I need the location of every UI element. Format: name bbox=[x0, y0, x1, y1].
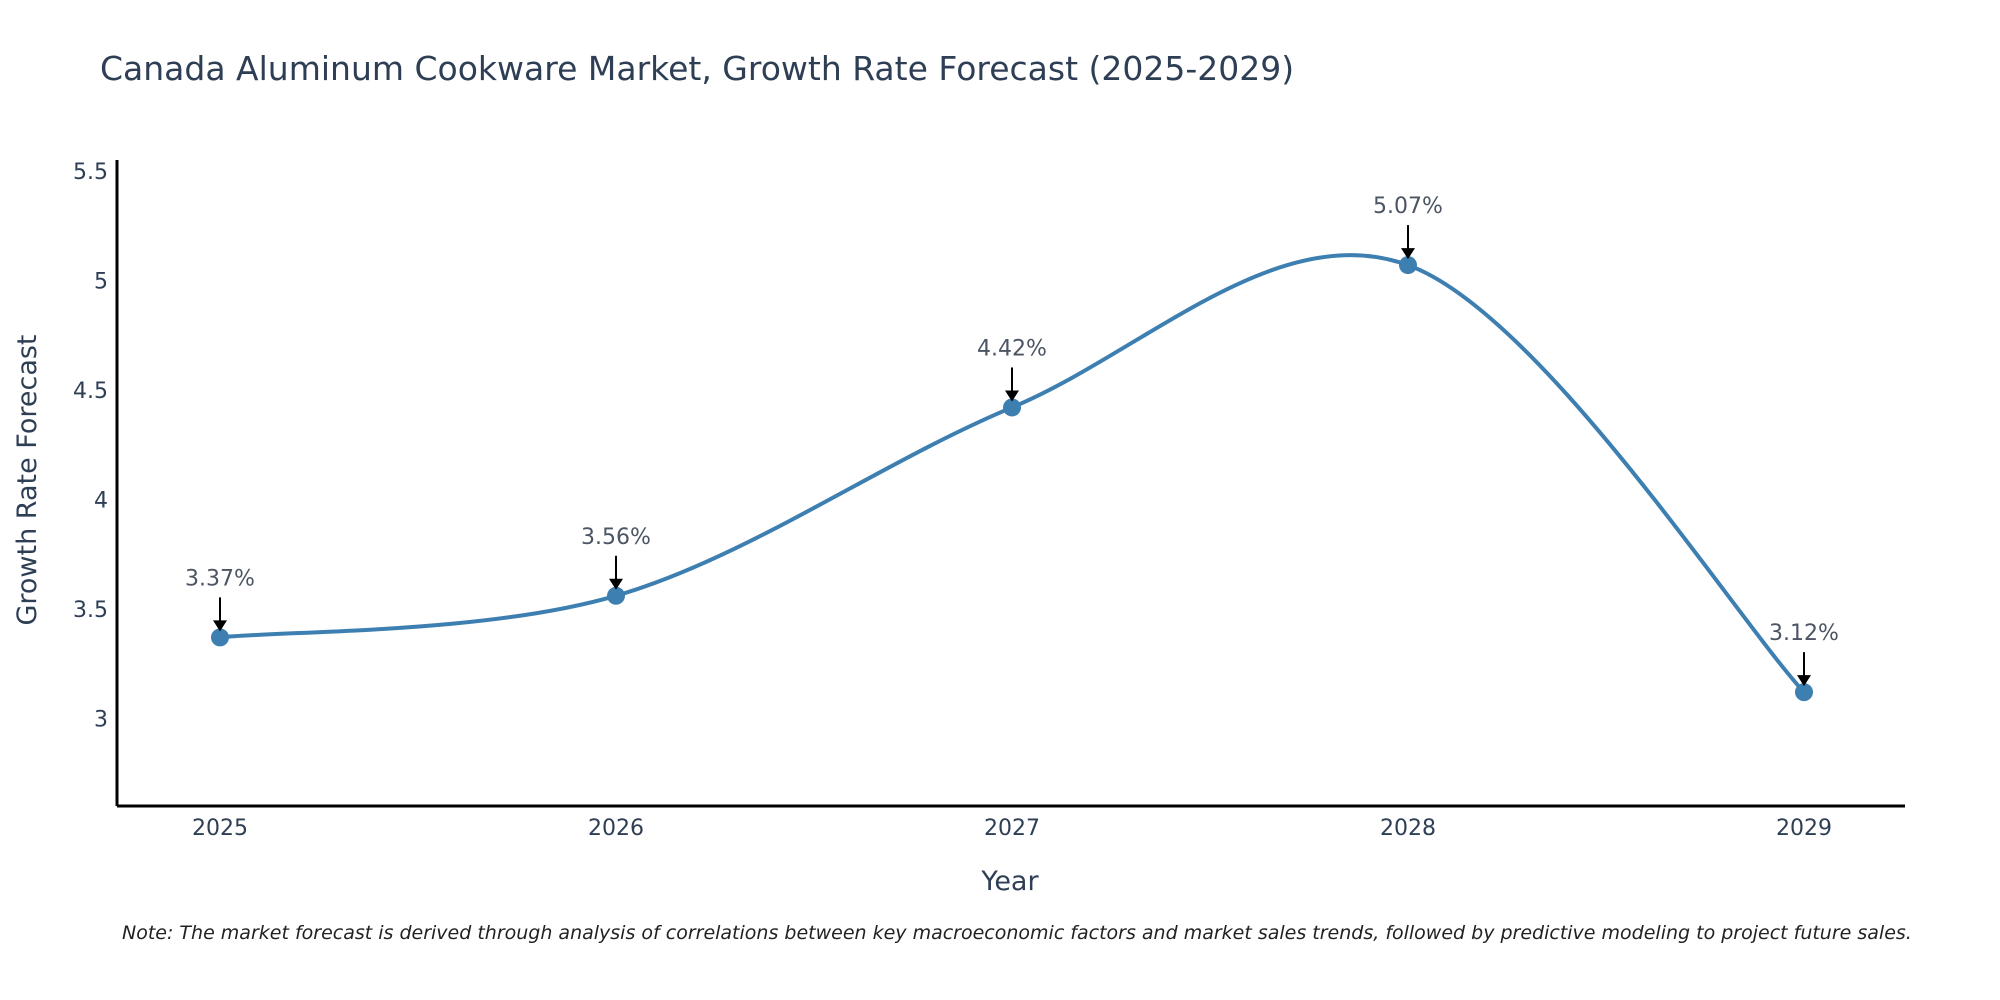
annotation-arrow-head bbox=[213, 620, 227, 632]
y-axis-title: Growth Rate Forecast bbox=[12, 334, 43, 625]
data-point bbox=[1003, 398, 1021, 417]
data-label: 4.42% bbox=[977, 336, 1047, 361]
x-tick-label: 2026 bbox=[588, 816, 644, 841]
annotation-arrow-head bbox=[609, 578, 623, 590]
y-tick-label: 5 bbox=[94, 269, 108, 294]
x-tick-label: 2027 bbox=[984, 816, 1040, 841]
y-tick-label: 3.5 bbox=[73, 598, 108, 623]
data-point bbox=[1399, 256, 1417, 275]
y-tick-label: 3 bbox=[94, 707, 108, 732]
data-point bbox=[1795, 683, 1813, 702]
data-point bbox=[211, 628, 229, 647]
data-label: 5.07% bbox=[1373, 194, 1443, 219]
x-tick-label: 2028 bbox=[1380, 816, 1436, 841]
data-label: 3.37% bbox=[185, 566, 255, 591]
y-tick-label: 5.5 bbox=[73, 160, 108, 185]
x-tick-label: 2025 bbox=[192, 816, 248, 841]
annotation-arrow-head bbox=[1005, 390, 1019, 402]
series-line bbox=[218, 253, 1806, 695]
chart-title: Canada Aluminum Cookware Market, Growth … bbox=[100, 49, 1294, 88]
data-point bbox=[607, 586, 625, 605]
data-label: 3.56% bbox=[581, 525, 651, 550]
chart-note: Note: The market forecast is derived thr… bbox=[122, 922, 1912, 944]
x-tick-label: 2029 bbox=[1776, 816, 1832, 841]
x-axis-title: Year bbox=[980, 866, 1039, 897]
plot-area: 3 3.5 4 4.5 5 5.5 2025 2026 2027 2028 2029 3.37% 3.5… bbox=[73, 160, 1905, 841]
y-tick-label: 4 bbox=[94, 488, 108, 513]
annotation-arrow-head bbox=[1401, 248, 1415, 260]
y-tick-label: 4.5 bbox=[73, 379, 108, 404]
data-label: 3.12% bbox=[1769, 621, 1839, 646]
annotation-arrow-head bbox=[1797, 675, 1811, 687]
